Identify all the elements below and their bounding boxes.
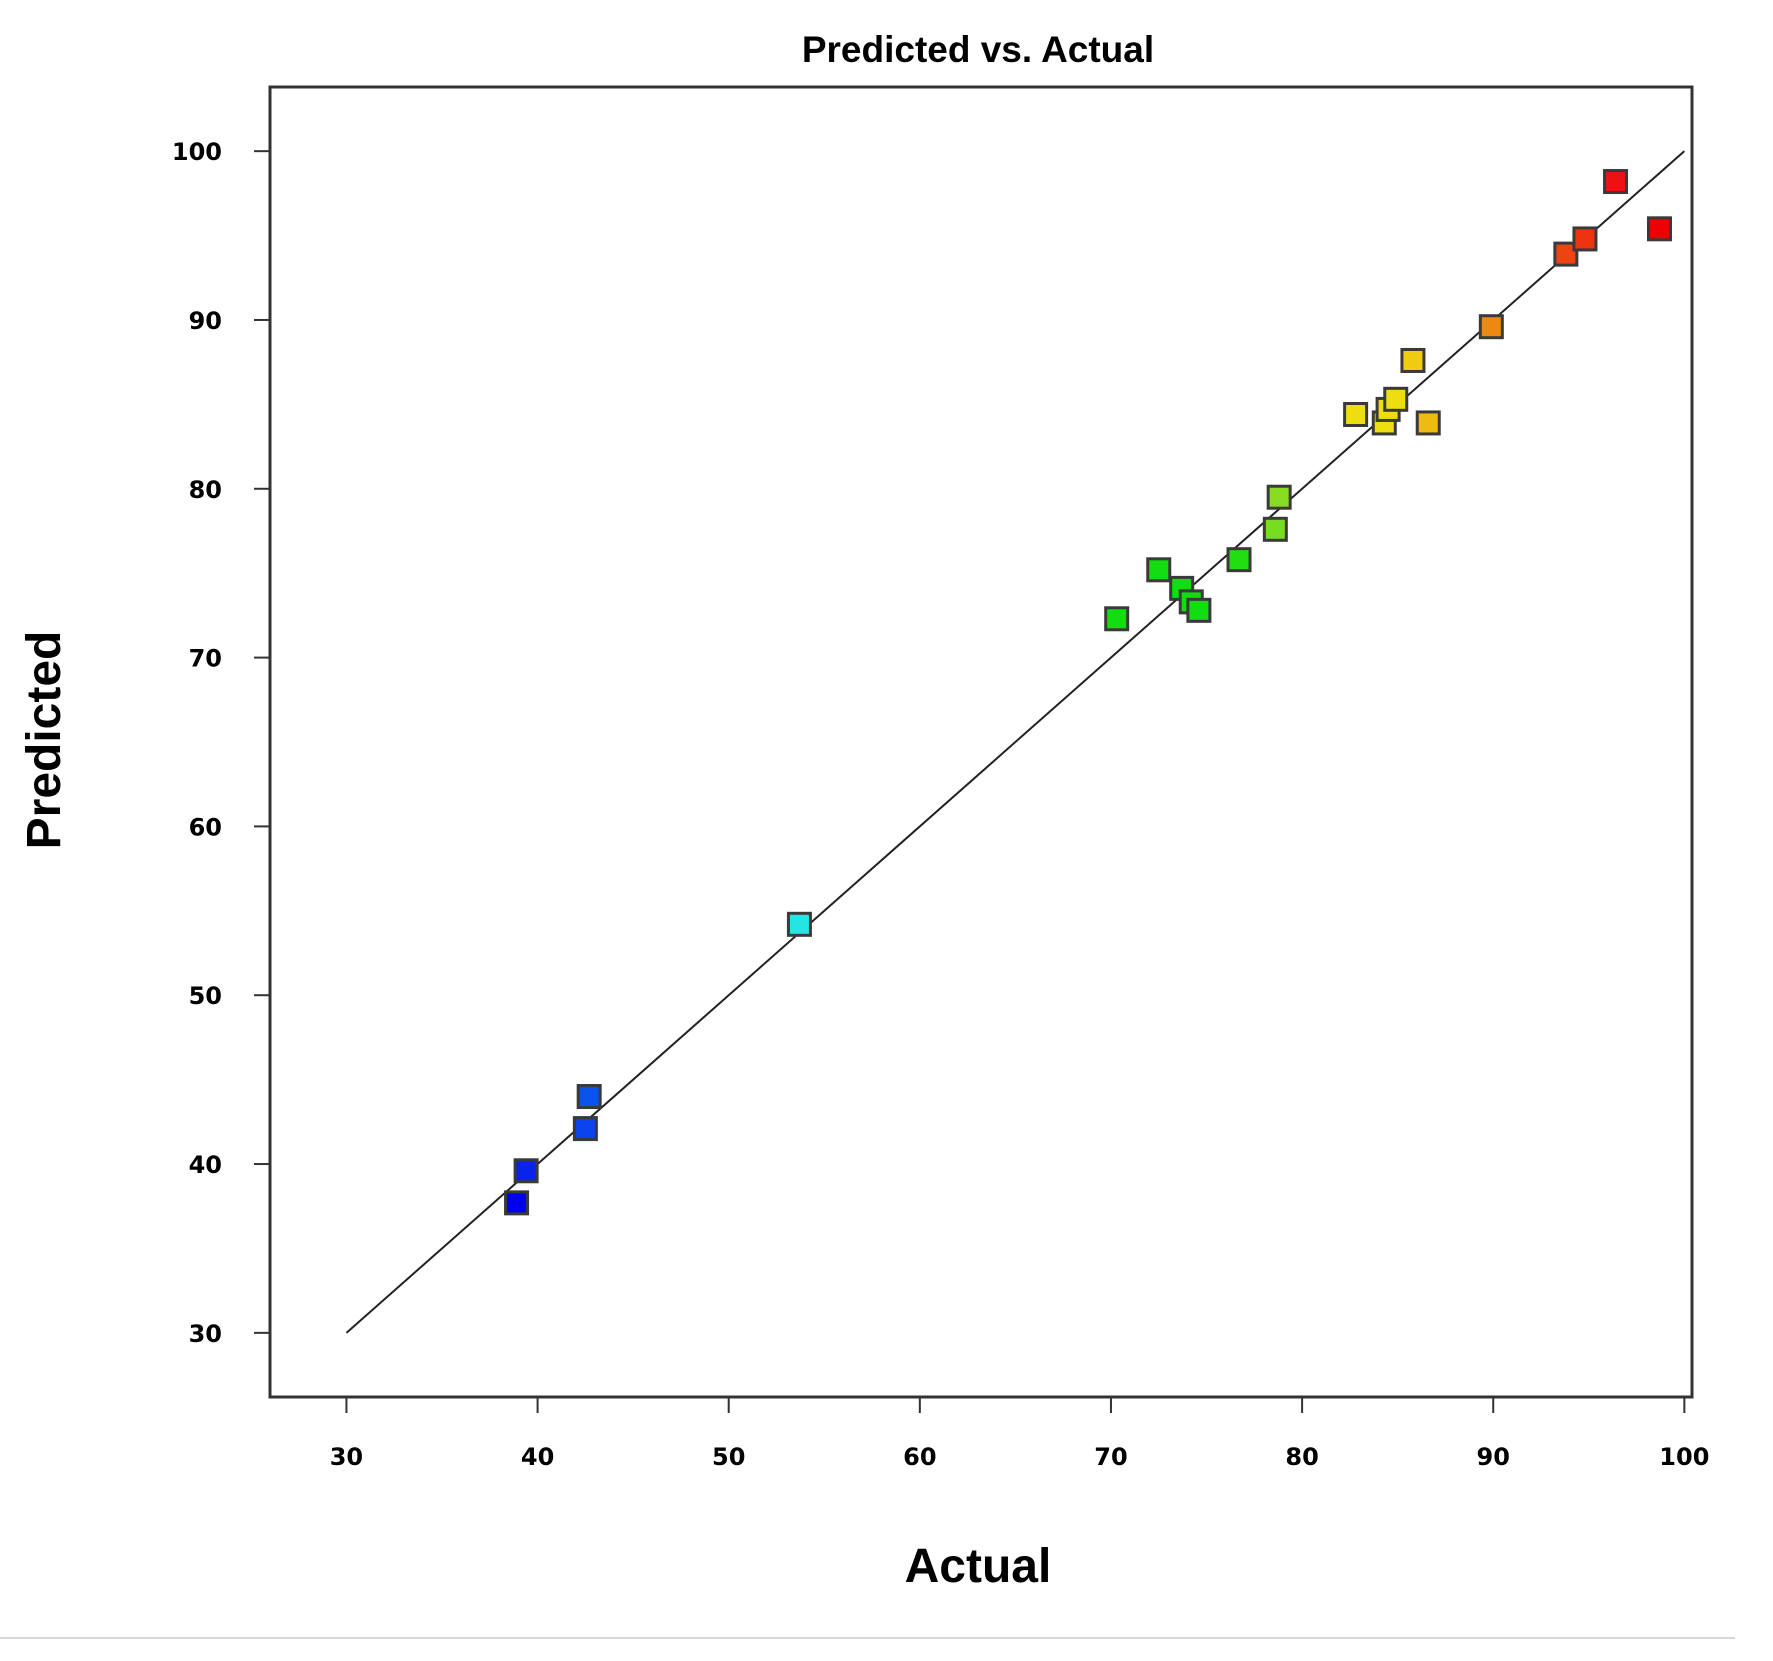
x-tick-label: 70: [1094, 1443, 1127, 1471]
data-point: [1226, 547, 1252, 573]
data-point: [1343, 402, 1369, 427]
x-tick-label: 80: [1285, 1443, 1318, 1471]
data-point: [1647, 216, 1673, 242]
x-tick-label: 90: [1477, 1443, 1510, 1471]
reference-line: [345, 150, 1686, 1334]
y-tick-label: 40: [189, 1151, 222, 1179]
x-tick-label: 100: [1659, 1443, 1709, 1471]
data-point: [504, 1190, 530, 1216]
chart-title: Predicted vs. Actual: [802, 29, 1154, 70]
y-tick-label: 90: [189, 307, 222, 335]
data-point: [1553, 241, 1579, 267]
data-point: [1146, 557, 1172, 583]
y-axis: 30 40 50 60 70 80 90 100: [172, 138, 270, 1348]
y-tick-label: 80: [189, 476, 222, 504]
data-points: [504, 169, 1673, 1216]
data-point: [576, 1084, 602, 1110]
data-point: [1603, 169, 1629, 195]
y-tick-label: 100: [172, 138, 222, 166]
y-tick-label: 70: [189, 645, 222, 673]
x-tick-label: 40: [521, 1443, 554, 1471]
data-point: [786, 911, 812, 937]
x-tick-label: 30: [330, 1443, 363, 1471]
y-tick-label: 50: [189, 982, 222, 1010]
data-point: [1572, 226, 1598, 252]
plot-frame: [268, 85, 1694, 1399]
data-point: [1478, 314, 1504, 340]
y-axis-label: Predicted: [18, 631, 71, 850]
x-axis: 30 40 50 60 70 80 90 100: [330, 1397, 1709, 1471]
y-tick-label: 60: [189, 813, 222, 841]
data-point: [1400, 347, 1426, 373]
x-axis-label: Actual: [905, 1540, 1052, 1593]
x-tick-label: 60: [903, 1443, 936, 1471]
data-point: [1104, 606, 1130, 632]
y-tick-label: 30: [189, 1320, 222, 1348]
data-point: [1266, 484, 1292, 510]
data-point: [1415, 410, 1441, 436]
data-point: [1186, 597, 1212, 623]
data-point: [1262, 516, 1288, 542]
x-tick-label: 50: [712, 1443, 745, 1471]
data-point: [1383, 386, 1409, 412]
data-point: [572, 1116, 598, 1142]
data-point: [513, 1158, 539, 1184]
